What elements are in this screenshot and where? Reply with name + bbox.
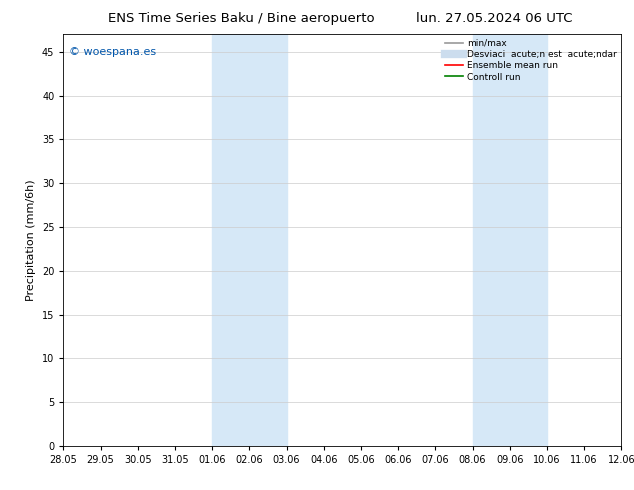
Text: © woespana.es: © woespana.es xyxy=(69,47,156,57)
Legend: min/max, Desviaci  acute;n est  acute;ndar, Ensemble mean run, Controll run: min/max, Desviaci acute;n est acute;ndar… xyxy=(444,37,619,83)
Bar xyxy=(212,34,287,446)
Text: lun. 27.05.2024 06 UTC: lun. 27.05.2024 06 UTC xyxy=(417,12,573,25)
Bar xyxy=(472,34,547,446)
Y-axis label: Precipitation (mm/6h): Precipitation (mm/6h) xyxy=(27,179,36,301)
Text: ENS Time Series Baku / Bine aeropuerto: ENS Time Series Baku / Bine aeropuerto xyxy=(108,12,374,25)
